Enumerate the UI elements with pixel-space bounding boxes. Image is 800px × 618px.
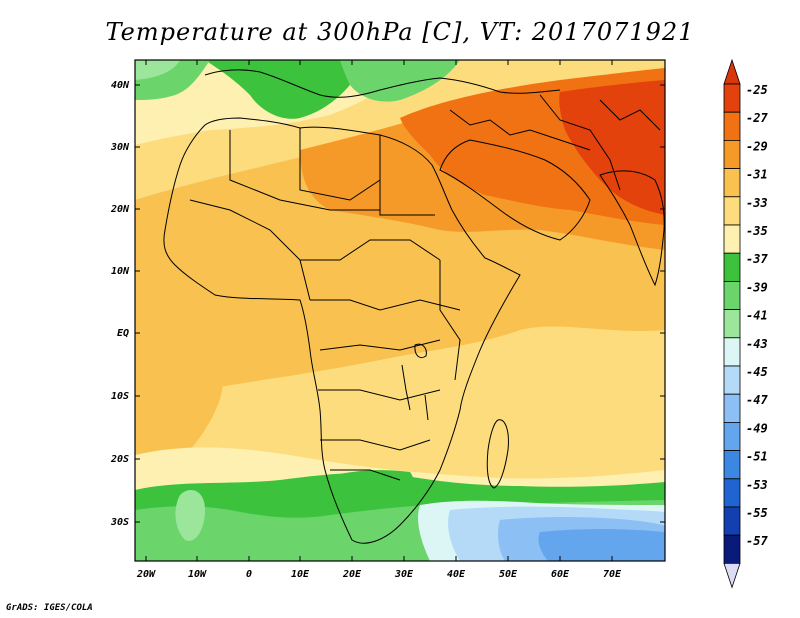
field-band-31-atlantic [135,326,224,485]
border-central-3 [319,339,441,351]
lake-victoria [414,343,427,359]
colorbar: -25 -27 -29 -31 -33 -35 -37 -39 -41 -43 -45 -47 -49 -… [723,58,768,589]
lon-label: 40E [447,569,466,580]
colorbar-swatch [723,252,741,282]
lon-label: 70E [603,569,622,580]
colorbar-label: -27 [746,111,768,125]
border-central-2 [310,299,461,311]
colorbar-swatch [723,450,741,480]
lon-label: 60E [551,569,570,580]
lon-label: 50E [499,569,518,580]
border-east [439,260,461,381]
colorbar-swatch [723,280,741,310]
colorbar-label: -43 [746,337,768,351]
colorbar-label: -39 [746,280,768,294]
field-band-41-south [175,490,205,541]
colorbar-label: -33 [746,196,768,210]
colorbar-swatch [723,224,741,254]
colorbar-label: -35 [746,224,768,238]
field-band-37-southafrica [320,470,414,506]
lon-label: 20E [342,569,362,580]
lon-label: 20W [136,569,156,580]
colorbar-swatch [723,196,741,226]
lon-label: 0 [246,569,252,580]
lake-tanganyika [401,364,411,411]
colorbar-swatch [723,534,741,564]
field-band-25 [559,80,665,215]
lat-label: 10N [111,266,130,277]
lat-label: 40N [111,80,130,91]
colorbar-label: -57 [746,534,768,548]
colorbar-swatch [723,478,741,508]
colorbar-label: -45 [746,365,768,379]
lon-label: 30E [394,569,414,580]
colorbar-swatch [723,393,741,423]
arabia-coastline [439,139,591,241]
colorbar-swatch [723,421,741,451]
colorbar-swatch [723,337,741,367]
india-coastline [599,170,665,287]
colorbar-swatch [723,168,741,198]
grads-credit: GrADS: IGES/COLA [6,603,93,613]
field-band-49-south [538,529,665,561]
colorbar-label: -37 [746,252,768,266]
colorbar-bottom-arrow [723,563,741,589]
colorbar-label: -41 [746,309,768,323]
colorbar-label: -53 [746,478,768,492]
border-south-2 [320,439,431,451]
border-asia [599,99,661,131]
lon-label: 10E [291,569,310,580]
colorbar-swatch [723,111,741,141]
border-south-3 [330,469,401,481]
lake-malawi [424,394,429,421]
map-frame [134,59,666,562]
madagascar-coastline [486,419,509,489]
colorbar-swatch [723,309,741,339]
lat-label: 10S [111,391,129,402]
lat-label: EQ [117,328,129,339]
border-sahara-1 [229,130,380,211]
border-south-1 [318,389,441,401]
colorbar-label: -51 [746,450,768,464]
border-westafrica [189,199,311,301]
colorbar-label: -31 [746,168,768,182]
colorbar-label: -25 [746,83,768,97]
map-title: Temperature at 300hPa [C], VT: 201707192… [105,18,695,46]
lat-label: 30S [110,517,129,528]
border-sahara-3 [379,135,435,216]
temperature-field [135,60,665,561]
colorbar-swatch [723,83,741,113]
field-band-39-turkey [340,60,460,102]
longitude-ticks [145,60,613,561]
lat-label: 30N [110,142,130,153]
africa-coastline [163,117,521,544]
lat-label: 20S [110,454,129,465]
colorbar-swatch [723,365,741,395]
country-borders [163,69,665,544]
colorbar-swatch [723,139,741,169]
colorbar-swatch [723,506,741,536]
colorbar-label: -29 [746,139,768,153]
border-central-1 [300,239,441,261]
colorbar-label: -47 [746,393,768,407]
latitude-ticks [135,84,665,523]
colorbar-top-arrow [723,58,741,85]
colorbar-label: -55 [746,506,768,520]
lon-label: 10W [188,569,207,580]
field-band-37-europe [205,60,365,119]
europe-coastline [204,69,561,98]
border-mideast [449,109,591,151]
colorbar-label: -49 [746,421,768,435]
lat-label: 20N [110,204,130,215]
border-iran [539,94,621,191]
